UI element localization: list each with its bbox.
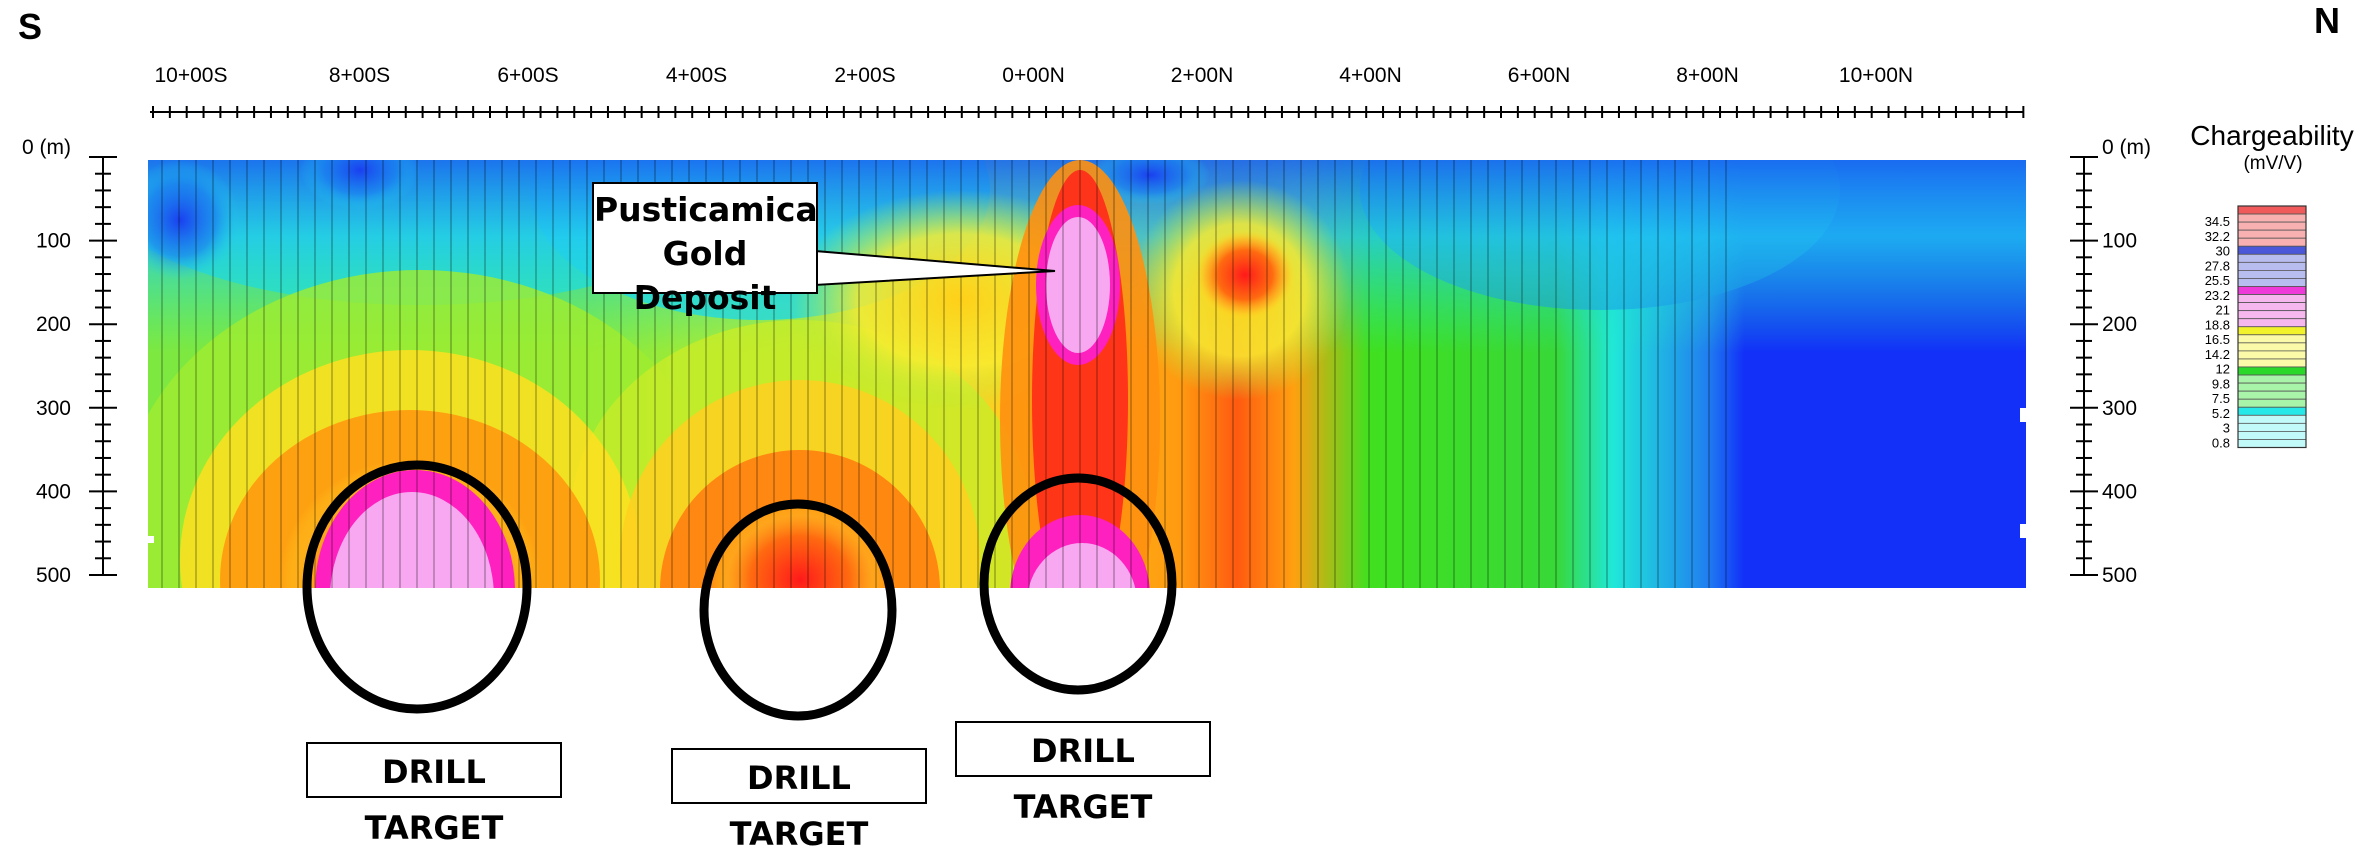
drill-target-circle-1 [302,460,532,714]
station-label: 10+00N [1839,64,1913,87]
station-label: 0+00N [1002,64,1064,87]
legend-label: 21 [2216,303,2230,318]
drill-target-label-3: DRILL TARGET [955,721,1211,826]
legend-label: 32.2 [2205,229,2230,244]
station-label: 2+00N [1171,64,1233,87]
depth-label: 300 [2102,397,2137,420]
legend-label: 9.8 [2212,376,2230,391]
legend-cell [2237,302,2307,312]
legend-label: 0.8 [2212,436,2230,451]
compass-north-label: N [2314,0,2340,41]
drill-target-label-2: DRILL TARGET [671,748,927,853]
legend-label: 18.8 [2205,317,2230,332]
depth-label: 500 [36,564,71,587]
legend-cell [2237,430,2307,440]
depth-label: 300 [36,397,71,420]
legend-frame [2237,205,2307,449]
station-label: 10+00S [155,64,228,87]
legend-cell [2237,205,2307,215]
legend-cell [2237,269,2307,279]
legend-units: (mV/V) [2243,153,2303,174]
legend-cell [2237,350,2307,360]
legend-colorbar [2237,205,2307,449]
legend-cell [2237,221,2307,231]
station-label: 6+00N [1508,64,1570,87]
legend-label: 27.8 [2205,258,2230,273]
station-axis: 10+00S 8+00S 6+00S 4+00S 2+00S 0+00N 2+00N 4+00… [150,64,2025,118]
legend-cell [2237,422,2307,432]
depth-label: 0 (m) [22,136,71,159]
drill-target-circles [302,460,1177,721]
station-label: 4+00S [666,64,727,87]
legend-cell [2237,318,2307,328]
chargeability-section: 10+00S 8+00S 6+00S 4+00S 2+00S 0+00N 2+00N 4+00… [22,64,2307,721]
legend-cell [2237,382,2307,392]
legend-label: 3 [2223,421,2230,436]
legend-cell [2237,406,2307,416]
legend-label: 23.2 [2205,288,2230,303]
legend-title: Chargeability [2190,120,2354,151]
station-label: 6+00S [497,64,558,87]
legend-cell [2237,310,2307,320]
legend-label: 7.5 [2212,391,2230,406]
compass-south-label: S [18,6,43,47]
legend-cell [2237,334,2307,344]
station-label: 4+00N [1339,64,1401,87]
legend-cell [2237,326,2307,336]
depth-label: 500 [2102,564,2137,587]
station-label: 8+00S [329,64,390,87]
depth-label: 0 (m) [2102,136,2151,159]
legend-cell [2237,237,2307,247]
legend-cell [2237,213,2307,223]
legend-label: 14.2 [2205,347,2230,362]
legend-label: 25.5 [2205,273,2230,288]
legend-cell [2237,342,2307,352]
legend-cell [2237,286,2307,295]
depth-label: 400 [36,480,71,503]
legend-cell [2237,358,2307,368]
depth-label: 200 [2102,313,2137,336]
callout-line-2: Gold Deposit [633,234,777,317]
callout-line-1: Pusticamica [594,190,818,229]
depth-axis-left: 0 (m) 100 200 300 400 500 [22,136,117,587]
legend-label: 16.5 [2205,332,2230,347]
legend-cell [2237,398,2307,408]
gold-deposit-callout: Pusticamica Gold Deposit [592,182,818,317]
legend-cell [2237,390,2307,400]
legend-cell [2237,374,2307,384]
depth-axis-right: 0 (m) 100 200 300 400 500 [2070,136,2151,587]
legend-label: 5.2 [2212,406,2230,421]
depth-label: 100 [2102,230,2137,253]
depth-label: 100 [36,230,71,253]
legend-cell [2237,366,2307,376]
legend-cell [2237,253,2307,263]
drill-target-circle-3 [979,473,1177,695]
legend-cell [2237,278,2307,287]
legend-cell [2237,294,2307,303]
depth-label: 200 [36,313,71,336]
legend-label: 30 [2216,244,2230,259]
station-label: 2+00S [834,64,895,87]
legend-cell [2237,439,2307,448]
section-image [148,160,2026,588]
legend-label: 12 [2216,362,2230,377]
legend-cell [2237,245,2307,255]
legend-cell [2237,229,2307,239]
station-label: 8+00N [1676,64,1738,87]
drill-target-circle-2 [699,499,897,721]
legend-label: 34.5 [2205,214,2230,229]
legend-cell [2237,414,2307,424]
drill-target-label-1: DRILL TARGET [306,742,562,847]
depth-label: 400 [2102,480,2137,503]
legend-cell [2237,261,2307,271]
